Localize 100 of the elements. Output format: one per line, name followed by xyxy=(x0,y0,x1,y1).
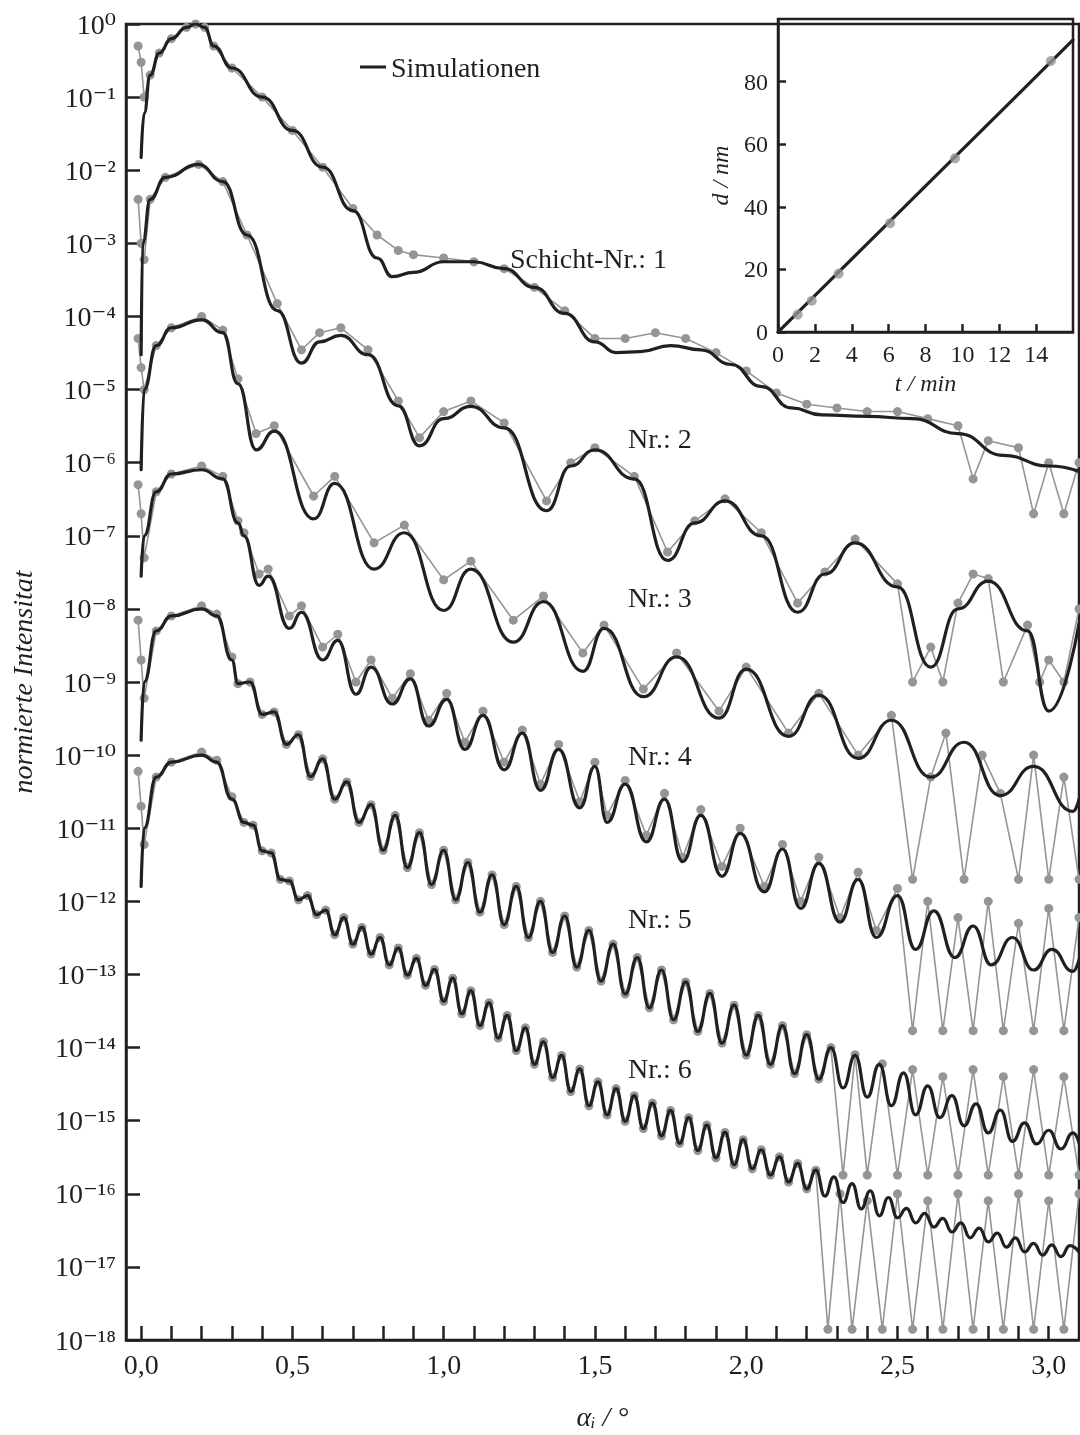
point xyxy=(542,496,552,506)
point xyxy=(735,823,745,833)
point xyxy=(136,57,146,67)
point xyxy=(315,328,325,338)
y-tick-label: 10⁻¹⁶ xyxy=(55,1178,116,1210)
point xyxy=(393,245,403,255)
x-tick-label: 8 xyxy=(919,341,932,368)
point xyxy=(968,1026,978,1036)
point xyxy=(1029,750,1039,760)
x-tick-label: 1,5 xyxy=(577,1348,613,1380)
point xyxy=(806,295,817,306)
x-tick-label: 0,0 xyxy=(123,1348,159,1380)
point xyxy=(554,739,564,749)
point xyxy=(853,867,863,877)
point xyxy=(1014,918,1023,928)
point xyxy=(136,363,146,373)
legend-label: Simulationen xyxy=(391,51,541,83)
point xyxy=(351,677,361,687)
x-tick-label: 2,5 xyxy=(879,1348,915,1380)
point xyxy=(1059,509,1069,519)
point xyxy=(941,728,951,738)
point xyxy=(998,1026,1008,1036)
y-tick-label: 10⁻¹³ xyxy=(56,958,116,990)
point xyxy=(886,710,896,720)
point xyxy=(926,642,936,652)
point xyxy=(442,688,452,698)
y-axis-title: d / nm xyxy=(707,145,733,206)
point xyxy=(638,684,648,694)
point xyxy=(499,418,509,428)
y-tick-label: 10⁻¹⁷ xyxy=(55,1251,116,1283)
y-axis-title: normierte Intensitat xyxy=(6,569,38,794)
y-tick-label: 10⁻² xyxy=(64,154,116,186)
y-tick-label: 10⁻³ xyxy=(64,227,116,259)
annotation: Nr.: 2 xyxy=(628,422,692,454)
y-tick-label: 10⁻⁴ xyxy=(63,300,116,332)
point xyxy=(908,1026,918,1036)
point xyxy=(439,407,449,417)
point xyxy=(466,556,476,566)
y-tick-label: 10⁻⁶ xyxy=(63,447,116,479)
y-tick-label: 10⁻¹⁴ xyxy=(55,1032,116,1064)
point xyxy=(539,591,548,601)
point xyxy=(620,333,630,343)
point xyxy=(833,268,844,279)
point xyxy=(650,328,660,338)
x-tick-label: 3,0 xyxy=(1031,1348,1067,1380)
point xyxy=(938,677,948,687)
y-tick-label: 10⁻⁹ xyxy=(63,666,116,698)
point xyxy=(254,569,264,579)
x-axis-title: t / min xyxy=(894,370,957,396)
point xyxy=(885,218,896,229)
y-tick-label: 20 xyxy=(744,256,768,283)
point xyxy=(950,153,960,164)
point xyxy=(778,839,788,849)
point xyxy=(393,396,403,406)
point xyxy=(892,407,902,417)
y-tick-label: 10⁻¹¹ xyxy=(56,812,116,844)
point xyxy=(330,471,340,481)
point xyxy=(366,655,376,665)
x-tick-label: 1,0 xyxy=(426,1348,462,1380)
point xyxy=(938,1026,948,1036)
point xyxy=(953,913,963,923)
point xyxy=(968,474,978,484)
point xyxy=(136,509,146,519)
point xyxy=(133,480,143,490)
point xyxy=(333,629,343,639)
y-tick-label: 10⁻¹⁵ xyxy=(55,1105,116,1137)
point xyxy=(414,433,424,443)
x-tick-label: 4 xyxy=(845,341,858,368)
point xyxy=(508,615,518,625)
point xyxy=(309,491,319,501)
point xyxy=(1014,874,1023,884)
point xyxy=(1044,655,1054,665)
point xyxy=(977,750,987,760)
point xyxy=(263,564,273,574)
point xyxy=(1029,509,1039,519)
point xyxy=(269,421,279,431)
point xyxy=(133,194,143,204)
y-tick-label: 10⁻¹ xyxy=(64,81,116,113)
point xyxy=(681,333,691,343)
x-axis-title: αᵢ / ° xyxy=(576,1400,629,1432)
point xyxy=(953,421,963,431)
point xyxy=(408,250,418,260)
point xyxy=(318,642,328,652)
y-tick-label: 10⁰ xyxy=(76,8,116,40)
point xyxy=(793,598,803,608)
point xyxy=(499,757,509,767)
point xyxy=(959,874,969,884)
point xyxy=(1045,55,1056,66)
x-tick-label: 10 xyxy=(950,341,975,368)
point xyxy=(908,677,918,687)
y-tick-label: 0 xyxy=(756,319,768,346)
annotation: Nr.: 5 xyxy=(628,902,692,934)
point xyxy=(439,575,449,585)
point xyxy=(968,569,978,579)
y-tick-label: 10⁻⁵ xyxy=(63,374,116,406)
y-tick-label: 10⁻⁷ xyxy=(63,520,116,552)
x-tick-label: 14 xyxy=(1024,341,1049,368)
point xyxy=(983,436,993,446)
point xyxy=(296,601,306,611)
x-tick-label: 12 xyxy=(987,341,1012,368)
